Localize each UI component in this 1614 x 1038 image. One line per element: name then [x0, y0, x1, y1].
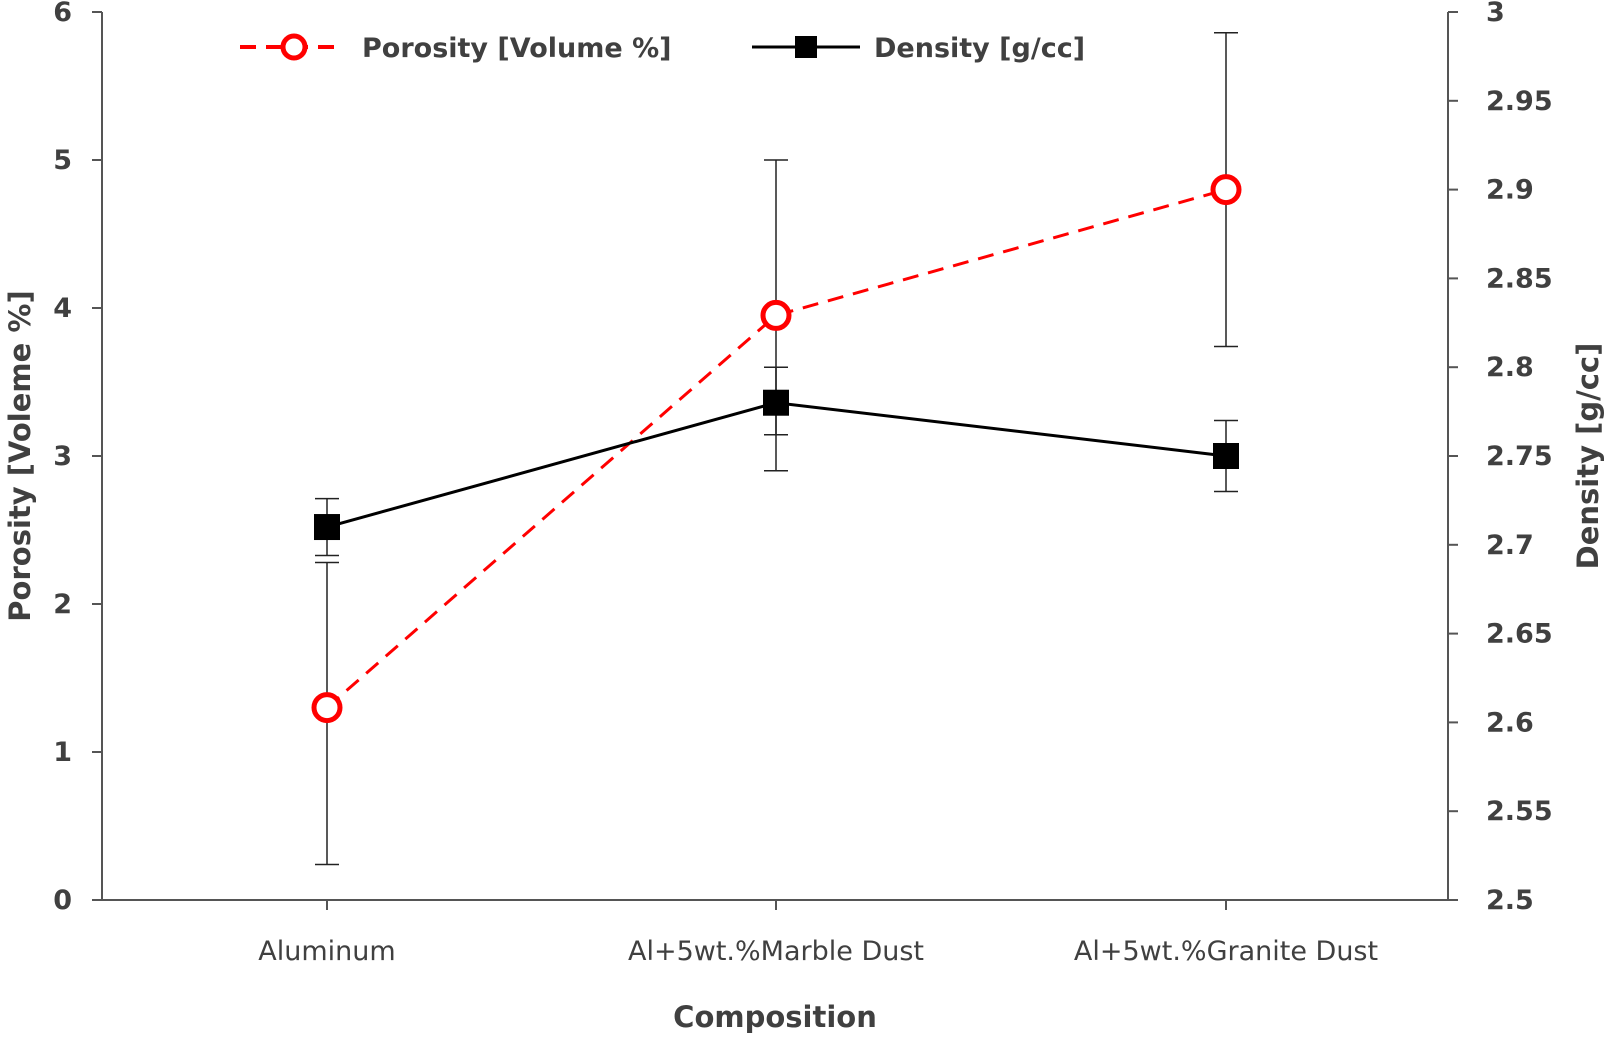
left-tick-label: 5 [53, 145, 72, 176]
x-axis-ticks: Aluminum Al+5wt.%Marble Dust Al+5wt.%Grani… [258, 900, 1378, 967]
right-axis-ticks: 2.5 2.55 2.6 2.65 2.7 2.75 2.8 2.85 2.9 2.95 3 [1448, 0, 1553, 916]
legend: Porosity [Volume %] Density [g/cc] [240, 33, 1085, 64]
left-tick-label: 4 [53, 293, 72, 324]
right-tick-label: 2.8 [1486, 352, 1534, 383]
right-tick-label: 2.75 [1486, 441, 1553, 472]
right-tick-label: 2.9 [1486, 175, 1534, 206]
legend-porosity-marker [280, 33, 308, 61]
left-axis-title: Porosity [Voleme %] [3, 290, 37, 621]
right-tick-label: 2.65 [1486, 619, 1553, 650]
right-tick-label: 2.55 [1486, 796, 1553, 827]
right-axis-title: Density [g/cc] [1571, 343, 1605, 570]
density-point [314, 514, 340, 541]
legend-density-label: Density [g/cc] [874, 33, 1085, 64]
right-tick-label: 2.6 [1486, 707, 1534, 738]
left-tick-label: 0 [53, 885, 72, 916]
porosity-point [1210, 174, 1242, 206]
legend-density-marker [795, 36, 817, 58]
density-point [763, 389, 789, 416]
series-layer [311, 31, 1242, 866]
right-tick-label: 2.5 [1486, 885, 1534, 916]
plot-frame [101, 12, 1449, 901]
left-tick-label: 1 [53, 737, 72, 768]
porosity-point [760, 299, 792, 331]
density-point [1213, 443, 1239, 469]
porosity-point [311, 692, 343, 724]
right-tick-label: 2.85 [1486, 263, 1553, 294]
right-tick-label: 2.7 [1486, 530, 1534, 561]
x-tick-label: Al+5wt.%Marble Dust [628, 936, 924, 967]
left-tick-label: 6 [53, 0, 72, 28]
x-tick-label: Aluminum [258, 936, 395, 967]
x-tick-label: Al+5wt.%Granite Dust [1074, 936, 1378, 967]
right-tick-label: 3 [1486, 0, 1505, 28]
left-tick-label: 3 [53, 441, 72, 472]
legend-porosity-label: Porosity [Volume %] [362, 33, 671, 64]
right-tick-label: 2.95 [1486, 86, 1553, 117]
left-tick-label: 2 [53, 589, 72, 620]
left-axis-ticks: 0 1 2 3 4 5 6 [53, 0, 102, 916]
x-axis-title: Composition [673, 1000, 877, 1034]
